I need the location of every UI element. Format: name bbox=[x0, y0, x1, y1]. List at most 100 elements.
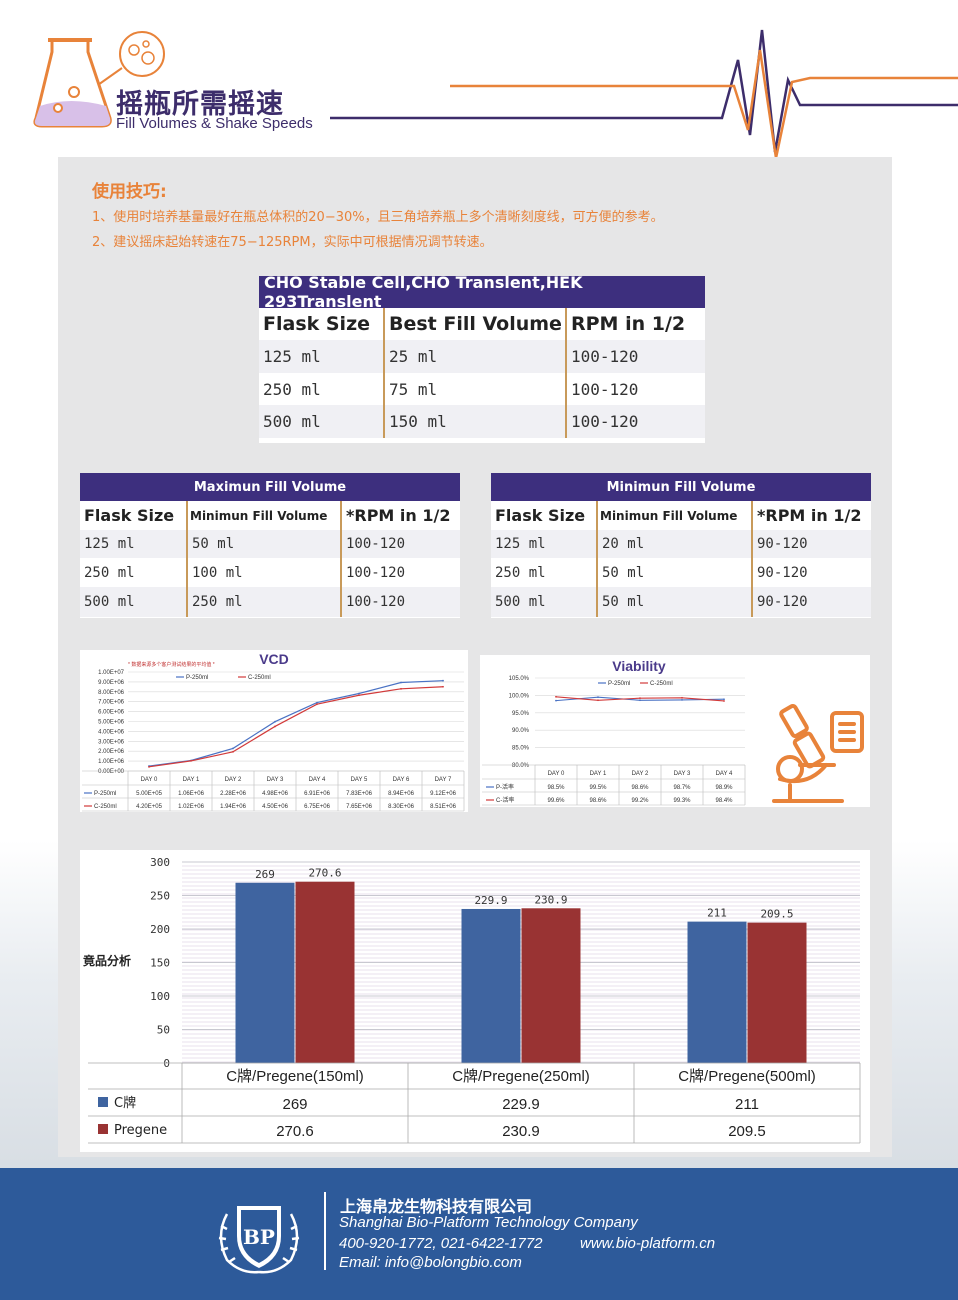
table-cell: 20 ml bbox=[598, 530, 753, 558]
y-tick-label: 1.00E+06 bbox=[98, 759, 125, 765]
data-label: 9.12E+06 bbox=[430, 791, 457, 797]
table-cell: 50 ml bbox=[188, 530, 342, 558]
bar-value-label: 269 bbox=[255, 868, 275, 881]
divider bbox=[324, 1192, 326, 1270]
data-label: 1.02E+06 bbox=[178, 804, 205, 810]
table-cell: 90-120 bbox=[757, 564, 808, 581]
y-tick-label: 8.00E+06 bbox=[98, 690, 125, 696]
table-title: Maximun Fill Volume bbox=[80, 473, 460, 501]
bar-value-label: 230.9 bbox=[534, 893, 567, 906]
table-cell: 50 ml bbox=[598, 587, 753, 617]
data-label: 4.20E+05 bbox=[136, 804, 163, 810]
column-header: Flask Size bbox=[259, 308, 385, 340]
data-point bbox=[442, 679, 444, 682]
table-cell: 100-120 bbox=[571, 379, 639, 399]
x-tick-label: DAY 1 bbox=[183, 777, 200, 783]
company-name-cn: 上海帛龙生物科技有限公司 bbox=[340, 1197, 533, 1216]
x-tick-label: DAY 0 bbox=[548, 771, 565, 777]
data-label: 99.5% bbox=[589, 785, 607, 791]
bar bbox=[461, 908, 521, 1063]
table-value: 229.9 bbox=[502, 1096, 540, 1113]
y-tick-label: 0 bbox=[163, 1057, 170, 1070]
email-link[interactable]: Email: info@bolongbio.com bbox=[339, 1254, 522, 1271]
table-cell: 125 ml bbox=[80, 530, 188, 558]
table-cell: 100-120 bbox=[567, 340, 705, 373]
page-subtitle: Fill Volumes & Shake Speeds bbox=[116, 115, 313, 132]
y-tick-label: 7.00E+06 bbox=[98, 700, 125, 706]
data-point bbox=[232, 747, 234, 750]
bar bbox=[295, 881, 355, 1063]
table-cell: 100-120 bbox=[342, 530, 460, 558]
column-header: Minimun Fill Volume bbox=[598, 501, 753, 530]
page-title: 摇瓶所需摇速 bbox=[116, 89, 284, 120]
legend-label: P-250ml bbox=[608, 681, 630, 687]
table-cell: 100-120 bbox=[342, 587, 460, 617]
column-header: *RPM in 1/2 bbox=[346, 506, 451, 525]
viability-plot: 105.0% 100.0% 95.0% 90.0% 85.0% 80.0% DAY 0 DAY… bbox=[482, 676, 746, 806]
table-value: 209.5 bbox=[728, 1123, 766, 1140]
data-point bbox=[316, 703, 318, 706]
data-point bbox=[681, 699, 683, 701]
series-label: P-250ml bbox=[94, 791, 116, 797]
table-cell: 125 ml bbox=[491, 530, 598, 558]
data-label: 1.94E+06 bbox=[220, 804, 247, 810]
y-axis-label: 竟品分析 bbox=[83, 954, 132, 968]
column-header: Minimun Fill Volume bbox=[188, 501, 342, 530]
table-cell: 100-120 bbox=[567, 405, 705, 438]
legend-label: C-250ml bbox=[650, 681, 673, 687]
data-point bbox=[358, 694, 360, 697]
data-point bbox=[639, 699, 641, 702]
data-point bbox=[723, 698, 725, 701]
data-label: 8.51E+06 bbox=[430, 804, 457, 810]
series-line bbox=[148, 680, 444, 767]
y-tick-label: 150 bbox=[150, 957, 170, 970]
column-header: Best Fill Volume bbox=[385, 308, 567, 340]
minimum-fill-table: Minimun Fill Volume Flask Size Minimun F… bbox=[491, 473, 871, 618]
data-point bbox=[597, 699, 599, 702]
data-label: 98.6% bbox=[589, 798, 607, 804]
microscope-panel bbox=[750, 655, 870, 807]
bar-value-label: 229.9 bbox=[474, 894, 507, 907]
table-cell: 125 ml bbox=[259, 340, 385, 373]
microscope-icon bbox=[772, 703, 864, 803]
y-tick-label: 1.00E+07 bbox=[98, 670, 125, 676]
tip-item: 2、建议摇床起始转速在75−125RPM，实际中可根据情况调节转速。 bbox=[92, 235, 493, 250]
data-label: 98.9% bbox=[715, 785, 733, 791]
y-tick-label: 0.00E+00 bbox=[98, 769, 125, 775]
website-link[interactable]: www.bio-platform.cn bbox=[580, 1235, 716, 1252]
y-tick-label: 4.00E+06 bbox=[98, 729, 125, 735]
data-label: 2.28E+06 bbox=[220, 791, 247, 797]
y-tick-label: 200 bbox=[150, 923, 170, 936]
y-tick-label: 80.0% bbox=[512, 763, 530, 769]
x-tick-label: DAY 2 bbox=[225, 777, 242, 783]
table-cell: 500 ml bbox=[80, 587, 188, 617]
x-tick-label: DAY 1 bbox=[590, 771, 607, 777]
bar-value-label: 209.5 bbox=[760, 908, 793, 921]
legend-label: C-250ml bbox=[248, 675, 271, 681]
y-tick-label: 90.0% bbox=[512, 728, 530, 734]
x-tick-label: DAY 6 bbox=[393, 777, 410, 783]
series-label: C-活率 bbox=[496, 796, 514, 804]
table-title: Minimun Fill Volume bbox=[491, 473, 871, 501]
table-cell: 75 ml bbox=[385, 373, 567, 405]
x-tick-label: DAY 4 bbox=[716, 771, 733, 777]
y-tick-label: 100 bbox=[150, 990, 170, 1003]
data-label: 5.00E+05 bbox=[136, 791, 163, 797]
table-title: CHO Stable Cell,CHO Translent,HEK 293Tra… bbox=[259, 273, 705, 311]
data-point bbox=[723, 700, 725, 702]
x-tick-label: DAY 5 bbox=[351, 777, 368, 783]
data-point bbox=[555, 695, 557, 698]
x-tick-label: DAY 3 bbox=[674, 771, 691, 777]
bar bbox=[747, 922, 807, 1063]
data-label: 98.5% bbox=[547, 785, 565, 791]
legend-label: C牌 bbox=[114, 1095, 136, 1111]
table-cell: 500 ml bbox=[491, 587, 598, 617]
bar bbox=[235, 882, 295, 1063]
bar-value-label: 270.6 bbox=[308, 867, 341, 880]
y-tick-label: 50 bbox=[157, 1024, 170, 1037]
table-cell: 250 ml bbox=[188, 587, 342, 617]
y-tick-label: 9.00E+06 bbox=[98, 680, 125, 686]
best-fill-table: CHO Stable Cell,CHO Translent,HEK 293Tra… bbox=[259, 273, 705, 443]
data-label: 6.75E+06 bbox=[304, 804, 331, 810]
y-tick-label: 250 bbox=[150, 890, 170, 903]
